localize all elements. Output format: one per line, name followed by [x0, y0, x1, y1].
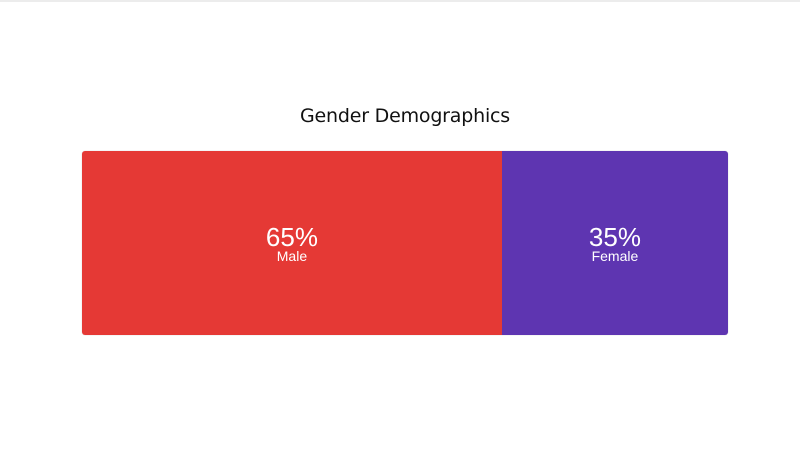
- chart-title: Gender Demographics: [300, 105, 510, 127]
- segment-category-label: Female: [591, 248, 639, 264]
- bar-segment-male: 65% Male: [82, 151, 502, 335]
- stacked-bar: 65% Male 35% Female: [82, 151, 728, 335]
- segment-value-label: 35%: [588, 222, 641, 252]
- segment-category-label: Male: [276, 248, 308, 264]
- top-divider: [0, 0, 800, 2]
- segment-value-label: 65%: [265, 222, 318, 252]
- bar-segment-female: 35% Female: [501, 151, 728, 335]
